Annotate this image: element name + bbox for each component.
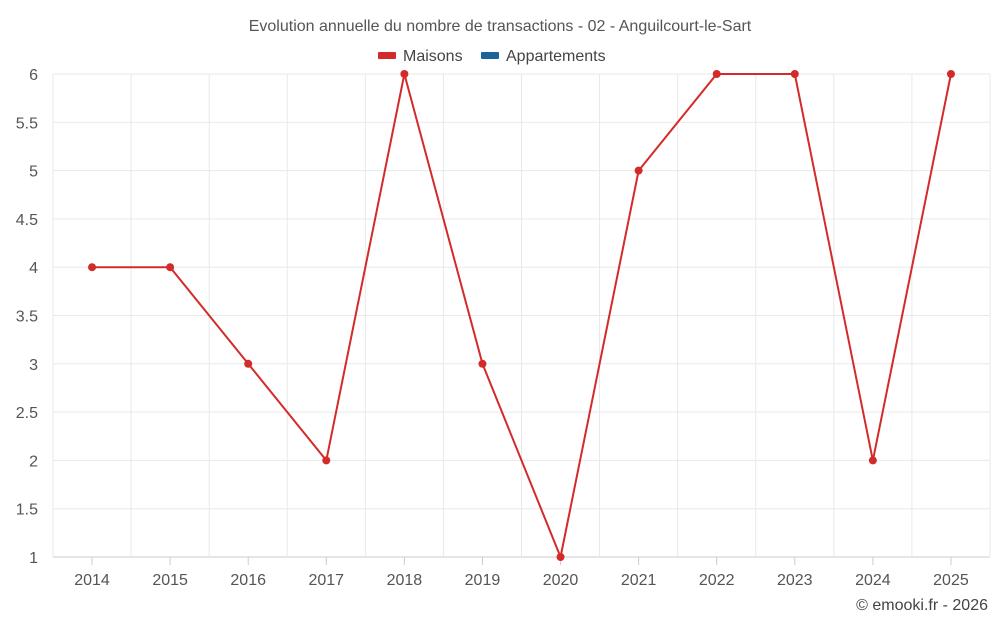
y-tick-label: 1 (29, 550, 38, 567)
data-point-maisons[interactable] (400, 70, 409, 78)
legend-label-maisons: Maisons (403, 48, 463, 65)
series-layer (88, 70, 955, 561)
grid (52, 73, 991, 558)
y-tick-label: 5.5 (16, 115, 38, 132)
series-line-maisons (92, 73, 952, 558)
y-tick-label: 2 (29, 453, 38, 470)
x-tick-label: 2020 (543, 572, 579, 589)
x-tick-label: 2015 (152, 572, 188, 589)
y-tick-label: 3 (29, 357, 38, 374)
credit-text: © emooki.fr - 2026 (856, 597, 988, 614)
data-point-maisons[interactable] (868, 456, 877, 465)
x-tick-label: 2018 (387, 572, 423, 589)
data-point-maisons[interactable] (556, 553, 565, 561)
data-point-maisons[interactable] (322, 456, 331, 465)
x-tick-label: 2016 (230, 572, 266, 589)
y-tick-label: 1.5 (16, 502, 38, 519)
data-point-maisons[interactable] (166, 263, 175, 272)
y-tick-label: 5 (29, 164, 38, 181)
chart-title: Evolution annuelle du nombre de transact… (249, 18, 752, 35)
data-point-maisons[interactable] (946, 70, 955, 78)
x-tick-label: 2017 (308, 572, 344, 589)
y-tick-label: 6 (29, 67, 38, 84)
x-tick-label: 2024 (855, 572, 891, 589)
legend-label-appartements: Appartements (506, 48, 606, 65)
x-tick-label: 2025 (933, 572, 969, 589)
x-tick-label: 2022 (699, 572, 735, 589)
y-tick-label: 4.5 (16, 212, 38, 229)
legend-swatch-appartements (481, 52, 499, 59)
data-point-maisons[interactable] (244, 359, 253, 368)
x-tick-label: 2019 (465, 572, 501, 589)
x-tick-label: 2023 (777, 572, 813, 589)
legend-swatch-maisons (378, 52, 396, 59)
legend-item-maisons[interactable]: Maisons (378, 48, 463, 65)
legend-item-appartements[interactable]: Appartements (481, 48, 606, 65)
legend: Maisons Appartements (378, 48, 606, 65)
y-tick-label: 2.5 (16, 405, 38, 422)
data-point-maisons[interactable] (88, 263, 97, 272)
data-point-maisons[interactable] (790, 70, 799, 78)
data-point-maisons[interactable] (634, 166, 643, 175)
y-tick-label: 3.5 (16, 309, 38, 326)
x-tick-label: 2014 (74, 572, 110, 589)
data-point-maisons[interactable] (478, 359, 487, 368)
y-axis-ticks: 1 1.5 2 2.5 3 3.5 4 4.5 5 5.5 6 (16, 67, 38, 567)
x-tick-label: 2021 (621, 572, 657, 589)
y-tick-label: 4 (29, 260, 38, 277)
x-axis-ticks: 2014 2015 2016 2017 2018 2019 2020 2021 2022 2023… (74, 557, 969, 589)
data-point-maisons[interactable] (712, 70, 721, 78)
